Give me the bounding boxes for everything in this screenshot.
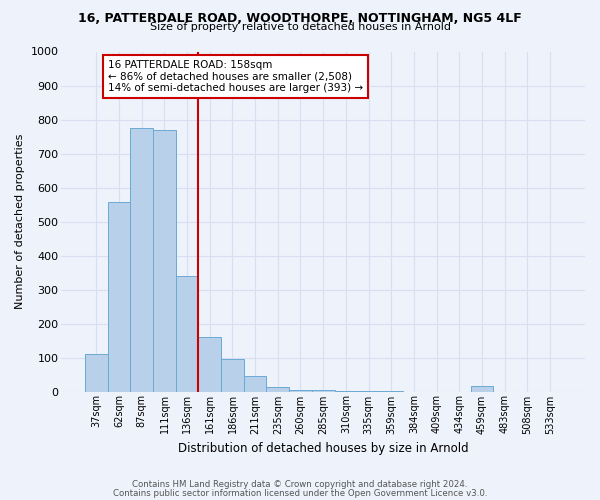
Bar <box>199 337 221 392</box>
Bar <box>221 359 244 392</box>
Text: Contains HM Land Registry data © Crown copyright and database right 2024.: Contains HM Land Registry data © Crown c… <box>132 480 468 489</box>
Text: Size of property relative to detached houses in Arnold: Size of property relative to detached ho… <box>149 22 451 32</box>
Bar <box>266 388 289 392</box>
Bar <box>130 128 153 392</box>
Bar <box>108 202 130 392</box>
Bar <box>176 276 199 392</box>
Bar <box>470 386 493 392</box>
Bar <box>244 376 266 392</box>
Text: 16 PATTERDALE ROAD: 158sqm
← 86% of detached houses are smaller (2,508)
14% of s: 16 PATTERDALE ROAD: 158sqm ← 86% of deta… <box>108 60 363 93</box>
Bar <box>312 390 335 392</box>
X-axis label: Distribution of detached houses by size in Arnold: Distribution of detached houses by size … <box>178 442 469 455</box>
Bar <box>335 391 357 392</box>
Text: 16, PATTERDALE ROAD, WOODTHORPE, NOTTINGHAM, NG5 4LF: 16, PATTERDALE ROAD, WOODTHORPE, NOTTING… <box>78 12 522 26</box>
Bar <box>153 130 176 392</box>
Text: Contains public sector information licensed under the Open Government Licence v3: Contains public sector information licen… <box>113 489 487 498</box>
Y-axis label: Number of detached properties: Number of detached properties <box>15 134 25 309</box>
Bar <box>85 354 108 392</box>
Bar <box>289 390 312 392</box>
